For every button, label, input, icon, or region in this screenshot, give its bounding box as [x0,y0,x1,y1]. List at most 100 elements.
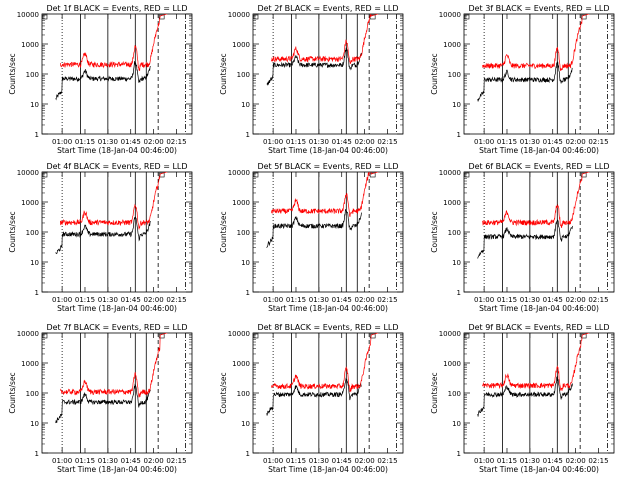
x-axis-label: Start Time (18-Jan-04 00:46:00) [57,304,177,313]
series-lld-line [481,14,591,71]
x-tick-label: 01:30 [520,138,540,146]
y-axis-label: Counts/sec [430,53,439,94]
x-tick-label: 01:30 [98,457,118,465]
corner-marker [158,333,165,339]
y-tick-label: 10 [452,101,461,109]
corner-marker [369,172,376,178]
corner-marker [580,333,587,339]
x-tick-label: 01:15 [75,457,95,465]
y-tick-label: 10000 [228,169,250,177]
y-tick-label: 10000 [439,330,461,338]
x-tick-label: 01:30 [309,457,329,465]
y-axis-label: Counts/sec [219,53,228,94]
x-axis-label: Start Time (18-Jan-04 00:46:00) [268,146,388,155]
panel-det-8f: Det 8f BLACK = Events, RED = LLD 1 10 100 10… [219,323,404,474]
x-tick-label: 01:00 [474,457,494,465]
plot-area [464,14,608,134]
x-tick-label: 02:00 [565,457,585,465]
corner-marker [158,172,165,178]
y-tick-label: 1000 [21,360,39,368]
y-tick-label: 10000 [17,330,39,338]
plot-area [253,172,397,292]
x-tick-label: 01:15 [286,457,306,465]
series-lld-line [59,333,169,398]
x-tick-label: 02:15 [166,457,186,465]
series-lld-line [482,333,591,392]
plot-frame [252,171,404,293]
x-axis-label: Start Time (18-Jan-04 00:46:00) [57,465,177,474]
x-tick-label: 01:15 [497,296,517,304]
y-tick-label: 10 [241,420,250,428]
x-tick-label: 02:00 [565,138,585,146]
x-tick-label: 01:45 [543,457,563,465]
plot-area [464,333,608,453]
series-events-line [55,216,151,255]
x-tick-label: 02:00 [565,296,585,304]
panel-det-4f: Det 4f BLACK = Events, RED = LLD 1 10 100 10… [8,162,193,313]
x-tick-label: 01:00 [263,296,283,304]
series-lld-line [481,172,591,229]
y-tick-label: 1000 [232,360,250,368]
y-tick-label: 10000 [17,169,39,177]
x-tick-label: 01:00 [52,296,72,304]
y-tick-label: 100 [448,229,461,237]
series-lld-line [270,333,380,393]
y-tick-label: 10000 [439,169,461,177]
x-tick-label: 02:15 [377,296,397,304]
x-tick-label: 02:15 [588,138,608,146]
x-tick-label: 01:15 [75,296,95,304]
x-tick-label: 02:00 [354,138,374,146]
y-tick-label: 1000 [232,41,250,49]
y-tick-label: 10000 [228,11,250,19]
chart-title: Det 6f BLACK = Events, RED = LLD [468,162,609,171]
y-tick-label: 1 [457,131,461,139]
x-tick-label: 01:30 [309,296,329,304]
x-tick-label: 01:45 [332,138,352,146]
plot-area [464,172,608,292]
x-tick-label: 01:30 [520,457,540,465]
series-events-line [266,377,362,416]
corner-marker [464,172,470,178]
corner-marker [253,333,259,339]
y-axis-label: Counts/sec [8,211,17,252]
y-tick-label: 10000 [17,11,39,19]
corner-marker [158,14,165,20]
series-lld-line [270,172,380,217]
x-tick-label: 01:45 [121,138,141,146]
plot-frame [252,13,404,135]
y-tick-label: 1 [35,289,39,297]
x-tick-label: 02:00 [354,296,374,304]
chart-title: Det 4f BLACK = Events, RED = LLD [46,162,187,171]
x-tick-label: 02:00 [143,296,163,304]
x-tick-label: 02:00 [354,457,374,465]
y-tick-label: 100 [237,390,250,398]
y-axis-label: Counts/sec [430,211,439,252]
y-tick-label: 100 [26,390,39,398]
x-axis-label: Start Time (18-Jan-04 00:46:00) [479,465,599,474]
y-tick-label: 100 [26,229,39,237]
y-tick-label: 1 [35,450,39,458]
y-axis-label: Counts/sec [219,211,228,252]
panel-det-7f: Det 7f BLACK = Events, RED = LLD 1 10 100 10… [8,323,193,474]
x-tick-label: 01:00 [474,138,494,146]
panel-det-6f: Det 6f BLACK = Events, RED = LLD 1 10 100 10… [430,162,615,313]
x-tick-label: 01:15 [497,457,517,465]
corner-marker [42,14,48,20]
x-tick-label: 02:15 [377,457,397,465]
x-tick-label: 01:30 [309,138,329,146]
plot-frame [41,13,193,135]
corner-marker [580,14,587,20]
panel-det-2f: Det 2f BLACK = Events, RED = LLD 1 10 100 10… [219,4,404,155]
y-axis-label: Counts/sec [8,372,17,413]
y-tick-label: 1 [246,450,250,458]
y-tick-label: 10000 [228,330,250,338]
y-tick-label: 10 [452,259,461,267]
chart-title: Det 2f BLACK = Events, RED = LLD [257,4,398,13]
corner-marker [253,14,259,20]
x-tick-label: 01:15 [75,138,95,146]
x-tick-label: 01:45 [332,457,352,465]
x-tick-label: 02:00 [143,138,163,146]
x-tick-label: 02:15 [588,457,608,465]
y-axis-label: Counts/sec [8,53,17,94]
x-tick-label: 02:15 [166,138,186,146]
